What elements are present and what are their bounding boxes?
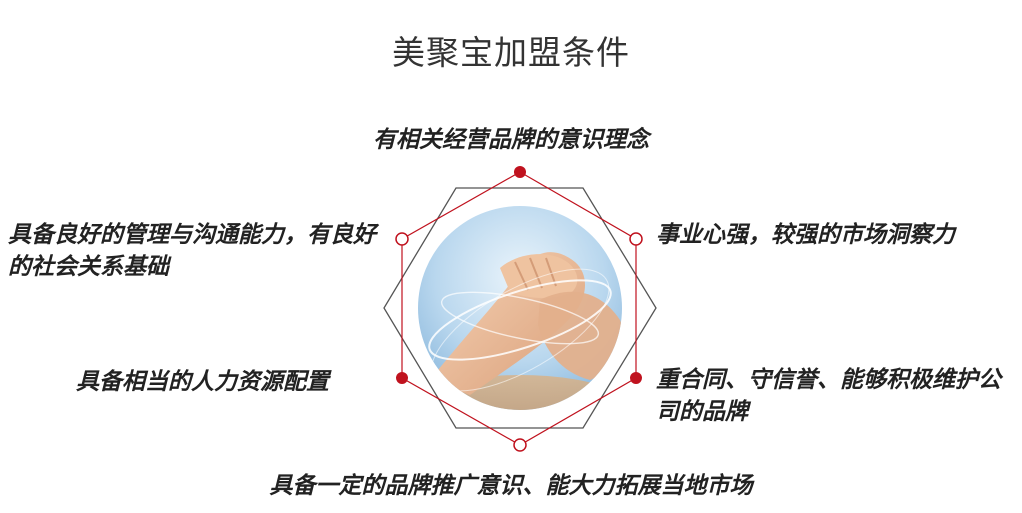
marker-left-bottom: [396, 372, 408, 384]
marker-right-top: [629, 232, 643, 246]
condition-right-top: 事业心强，较强的市场洞察力: [656, 222, 955, 248]
marker-top: [514, 166, 526, 178]
outer-hexagon: [383, 187, 657, 429]
condition-left-top: 具备良好的管理与沟通能力，有良好的社会关系基础: [8, 222, 376, 280]
condition-top: 有相关经营品牌的意识理念: [373, 127, 649, 153]
marker-right-bottom: [630, 372, 642, 384]
marker-bottom: [513, 438, 527, 452]
condition-right-bottom: 重合同、守信誉、能够积极维护公司的品牌: [656, 367, 1001, 425]
condition-left-bottom: 具备相当的人力资源配置: [76, 369, 329, 395]
condition-bottom: 具备一定的品牌推广意识、能大力拓展当地市场: [269, 473, 753, 499]
marker-left-top: [395, 232, 409, 246]
page-title: 美聚宝加盟条件: [392, 33, 630, 72]
